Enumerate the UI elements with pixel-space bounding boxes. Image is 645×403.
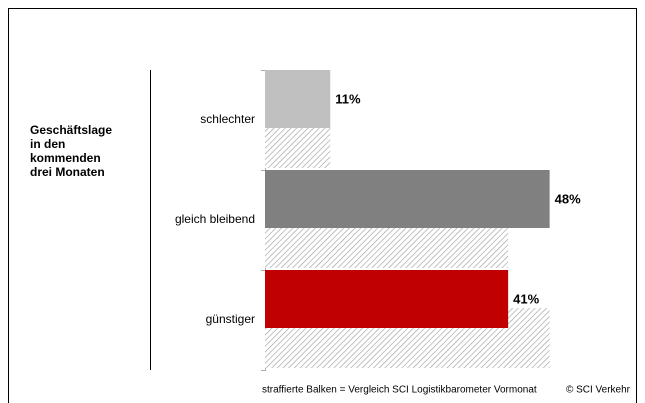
y-axis-label: kommenden [30, 151, 101, 165]
category-label: günstiger [206, 312, 255, 326]
value-label: 41% [513, 291, 539, 306]
bar [265, 70, 331, 128]
y-axis-label: drei Monaten [30, 165, 105, 179]
y-axis-label: Geschäftslage [30, 123, 112, 137]
y-axis-label: in den [30, 137, 65, 151]
bar [265, 270, 509, 328]
category-label: gleich bleibend [175, 212, 255, 226]
value-label: 11% [335, 91, 361, 106]
source: © SCI Verkehr [566, 385, 631, 396]
category-label: schlechter [200, 112, 255, 126]
frame [8, 8, 637, 403]
footnote: straffierte Balken = Vergleich SCI Logis… [262, 385, 537, 396]
bar [265, 170, 550, 228]
value-label: 48% [555, 191, 581, 206]
